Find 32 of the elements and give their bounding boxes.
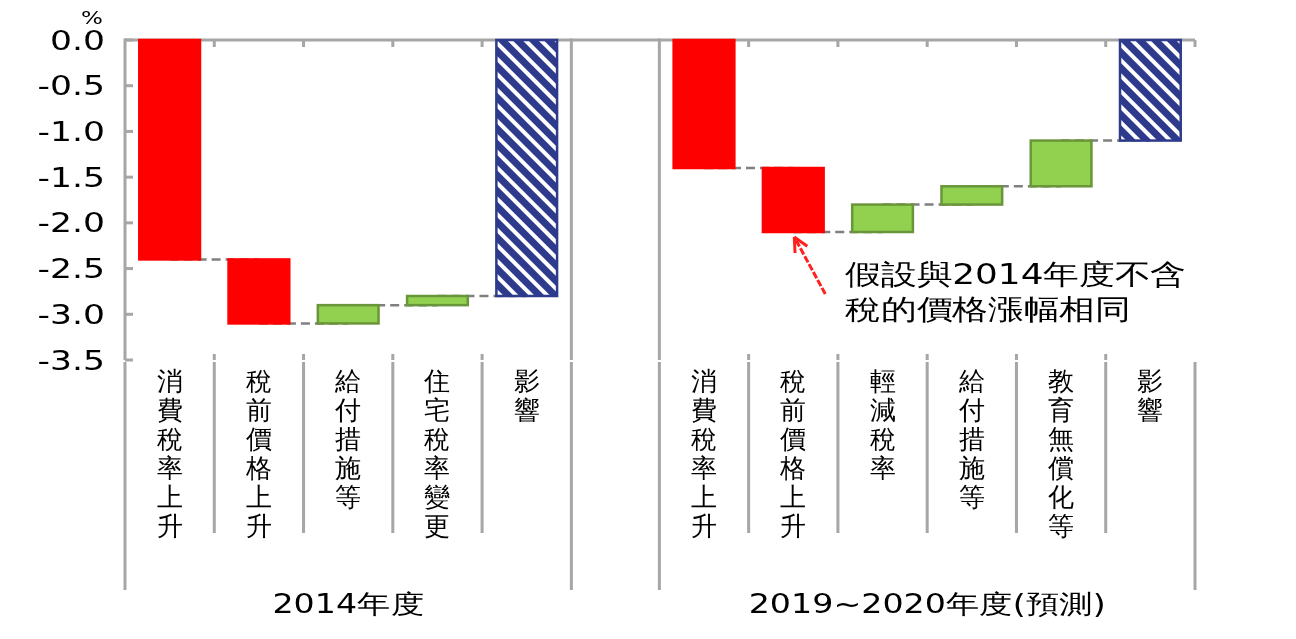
bar (850, 203, 915, 234)
y-tick-label: -0.5 (37, 70, 105, 102)
y-tick-label: -1.5 (37, 161, 105, 193)
x-axis-title: 2019~2020年度(預測) (748, 588, 1106, 620)
y-tick-label: -3.0 (37, 298, 105, 330)
y-tick-label: -1.0 (37, 115, 105, 148)
x-axis-title: 2014年度 (272, 588, 424, 620)
x-tick-label: 輕減稅率 (869, 366, 896, 483)
x-tick-label: 教育無償化等 (1048, 366, 1075, 541)
annotation: 假設與2014年度不含稅的價格漲幅相同 (845, 257, 1187, 326)
x-tick-label: 影響 (1137, 366, 1164, 425)
bar (405, 294, 470, 307)
y-tick-label: -2.0 (37, 207, 105, 239)
bar (138, 38, 202, 261)
y-tick-label: -3.5 (37, 344, 105, 376)
bar (940, 185, 1004, 206)
x-tick-label: 消費稅率上升 (691, 366, 717, 541)
x-tick-label: 住宅稅率變更 (423, 366, 451, 541)
bar (1029, 139, 1093, 188)
x-tick-label: 消費稅率上升 (156, 366, 183, 541)
x-tick-label: 稅前價格上升 (244, 366, 272, 541)
x-tick-label: 給付措施等 (957, 366, 985, 512)
y-tick-label: -2.5 (37, 252, 105, 285)
bar (761, 166, 825, 234)
x-tick-label: 影響 (513, 366, 540, 425)
x-tick-label: 稅前價格上升 (779, 366, 807, 541)
bar (316, 303, 380, 325)
bar (1118, 38, 1182, 142)
bar (227, 258, 291, 325)
x-tick-label: 給付措施等 (334, 366, 362, 512)
bar (672, 38, 736, 170)
bar (495, 38, 559, 298)
